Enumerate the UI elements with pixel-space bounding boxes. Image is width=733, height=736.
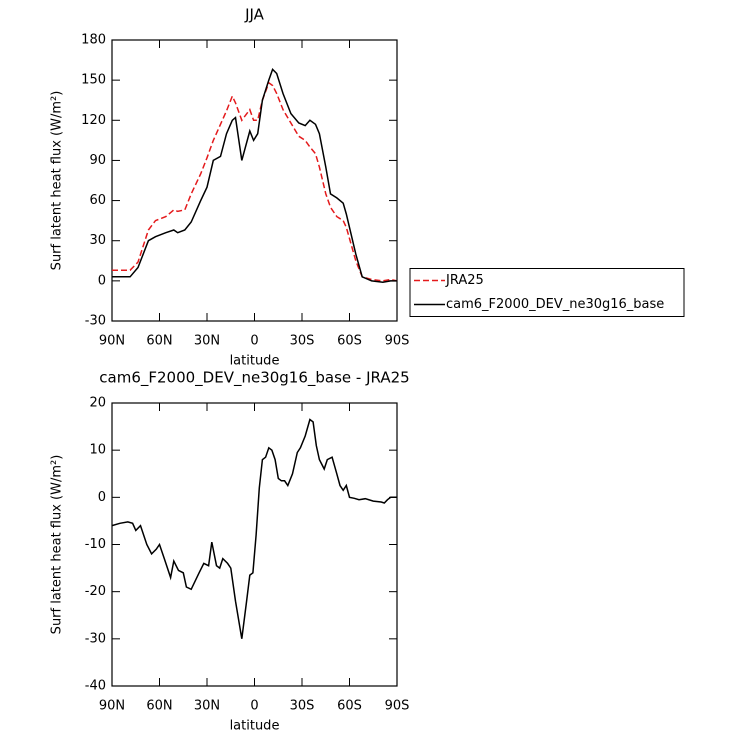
- x-tick-label: 60S: [337, 334, 362, 349]
- y-tick-label: -30: [85, 631, 106, 646]
- x-axis-label: latitude: [230, 354, 280, 369]
- y-tick-label: 0: [98, 273, 106, 288]
- x-tick-label: 90S: [385, 334, 410, 349]
- y-tick-label: 10: [89, 443, 106, 458]
- x-tick-label: 0: [250, 699, 258, 714]
- x-tick-label: 90N: [99, 699, 125, 714]
- legend-label: cam6_F2000_DEV_ne30g16_base: [446, 297, 664, 312]
- plot-frame: [111, 39, 398, 322]
- x-axis-label: latitude: [230, 719, 280, 734]
- data-line: [111, 418, 397, 639]
- legend-label: JRA25: [445, 273, 484, 288]
- x-tick-label: 30N: [194, 334, 220, 349]
- x-tick-label: 60S: [337, 699, 362, 714]
- data-line: [112, 68, 397, 283]
- y-axis-label: Surf latent heat flux (W/m²): [50, 455, 65, 635]
- legend-box: [409, 268, 685, 317]
- y-tick-label: -30: [85, 314, 106, 329]
- y-tick-label: -40: [85, 679, 106, 694]
- y-axis-label: Surf latent heat flux (W/m²): [50, 91, 65, 271]
- y-tick-label: 60: [89, 193, 106, 208]
- y-tick-label: 120: [81, 113, 106, 128]
- chart-title: cam6_F2000_DEV_ne30g16_base - JRA25: [99, 369, 409, 388]
- y-tick-label: 30: [89, 233, 106, 248]
- y-tick-label: -10: [85, 537, 106, 552]
- x-tick-label: 90N: [99, 334, 125, 349]
- y-tick-label: 150: [81, 73, 106, 88]
- data-line: [112, 81, 398, 282]
- x-tick-label: 0: [250, 334, 258, 349]
- y-tick-label: 90: [89, 153, 106, 168]
- y-tick-label: 0: [98, 490, 106, 505]
- chart-title: JJA: [244, 6, 265, 24]
- x-tick-label: 30N: [194, 699, 220, 714]
- x-tick-label: 30S: [290, 334, 315, 349]
- y-tick-label: -20: [85, 584, 106, 599]
- y-tick-label: 20: [89, 396, 106, 411]
- x-tick-label: 30S: [290, 699, 315, 714]
- x-tick-label: 60N: [146, 699, 172, 714]
- x-tick-label: 60N: [146, 334, 172, 349]
- plot-frame: [111, 402, 398, 687]
- x-tick-label: 90S: [385, 699, 410, 714]
- y-tick-label: 180: [81, 33, 106, 48]
